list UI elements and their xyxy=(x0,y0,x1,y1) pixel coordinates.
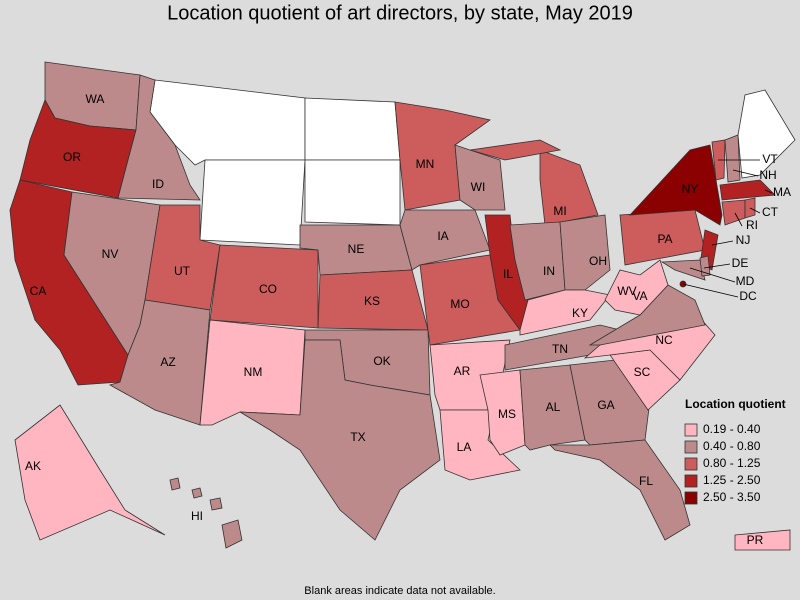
state-label: NE xyxy=(348,242,365,256)
state-label: NH xyxy=(759,168,776,182)
legend-label: 0.19 - 0.40 xyxy=(703,422,761,436)
state-shape xyxy=(239,339,441,541)
state-shape xyxy=(629,144,723,226)
leader-line xyxy=(711,240,734,246)
state-label: PR xyxy=(747,533,764,547)
state-label: CA xyxy=(30,284,47,298)
state-label: ID xyxy=(152,177,164,191)
state-shape xyxy=(660,259,706,281)
state-label: AK xyxy=(25,459,41,473)
state-shape xyxy=(469,139,562,161)
state-shape xyxy=(604,259,669,316)
legend: 0.19 - 0.40 0.40 - 0.80 0.80 - 1.25 1.25 - … xyxy=(684,422,761,505)
state-label: CT xyxy=(762,205,779,219)
state-shape xyxy=(304,159,401,226)
state-label: DE xyxy=(732,256,749,270)
state-shape xyxy=(559,214,611,291)
state-label: RI xyxy=(746,218,758,232)
state-label: SC xyxy=(634,365,651,379)
state-shape xyxy=(734,529,791,551)
leader-line xyxy=(682,283,739,298)
state-label: IL xyxy=(503,267,513,281)
state-label: NM xyxy=(244,365,263,379)
state-shape xyxy=(724,134,741,183)
state-label: NY xyxy=(682,182,699,196)
leader-line xyxy=(703,263,731,269)
legend-swatch xyxy=(684,474,698,488)
state-label: MD xyxy=(736,274,755,288)
state-shape xyxy=(191,487,203,499)
state-shape xyxy=(699,255,711,277)
state-shape xyxy=(719,179,776,201)
legend-label: 2.50 - 3.50 xyxy=(703,490,761,504)
no-data-states xyxy=(149,79,796,246)
leader-line xyxy=(732,169,759,177)
state-label: VA xyxy=(632,289,647,303)
state-shape xyxy=(117,74,201,201)
legend-swatch xyxy=(684,440,698,454)
state-label: TX xyxy=(350,430,365,444)
state-shape xyxy=(108,299,211,426)
state-label: WV xyxy=(617,284,636,298)
state-label: IN xyxy=(543,264,555,278)
legend-label: 1.25 - 2.50 xyxy=(703,473,761,487)
state-label: NJ xyxy=(736,233,751,247)
state-shape xyxy=(221,519,243,549)
state-label: MN xyxy=(416,157,435,171)
legend-swatch xyxy=(684,423,698,437)
leader-line xyxy=(689,267,736,283)
state-shape xyxy=(519,289,611,336)
state-label: OK xyxy=(373,354,390,368)
state-label: CO xyxy=(259,282,277,296)
state-shape xyxy=(209,497,223,511)
state-label: VT xyxy=(762,152,778,166)
state-label: OR xyxy=(63,150,81,164)
state-label: TN xyxy=(552,342,568,356)
legend-swatch xyxy=(684,491,698,505)
state-label: MI xyxy=(553,204,566,218)
state-label: AL xyxy=(546,400,561,414)
legend-title: Location quotient xyxy=(685,397,786,411)
state-label: UT xyxy=(174,264,191,278)
legend-label: 0.40 - 0.80 xyxy=(703,439,761,453)
state-shape xyxy=(199,159,306,246)
state-label: WI xyxy=(471,180,486,194)
state-label: AZ xyxy=(160,355,175,369)
state-shape xyxy=(14,404,166,541)
state-label: MA xyxy=(773,185,791,199)
footnote: Blank areas indicate data not available. xyxy=(304,585,495,597)
state-label: MO xyxy=(450,297,469,311)
state-shape xyxy=(304,97,401,161)
state-label: GA xyxy=(597,398,614,412)
state-label: NV xyxy=(102,247,119,261)
legend-label: 0.80 - 1.25 xyxy=(703,456,761,470)
state-shape xyxy=(169,477,181,491)
state-label: NC xyxy=(655,333,673,347)
state-label: KY xyxy=(572,306,588,320)
legend-swatch xyxy=(684,457,698,471)
state-label: LA xyxy=(457,440,472,454)
state-label: DC xyxy=(739,289,757,303)
leader-line xyxy=(749,207,761,214)
state-shape xyxy=(737,89,796,179)
state-label: KS xyxy=(364,294,380,308)
state-shape xyxy=(454,144,506,211)
state-label: PA xyxy=(657,232,672,246)
state-label: HI xyxy=(191,509,203,523)
state-label: OH xyxy=(589,254,607,268)
state-label: FL xyxy=(639,474,653,488)
state-label: IA xyxy=(437,229,448,243)
state-label: WA xyxy=(86,92,105,106)
states xyxy=(9,61,791,551)
leader-line xyxy=(734,212,743,227)
state-label: AR xyxy=(454,364,471,378)
map-title: Location quotient of art directors, by s… xyxy=(167,2,633,24)
state-labels: WA OR CA ID NV UT AZ CO NM NE KS OK TX MN IA MO AR LA WI IL… xyxy=(25,92,791,547)
state-label: MS xyxy=(498,407,516,421)
state-shape xyxy=(549,439,691,541)
leader-line xyxy=(764,189,773,194)
